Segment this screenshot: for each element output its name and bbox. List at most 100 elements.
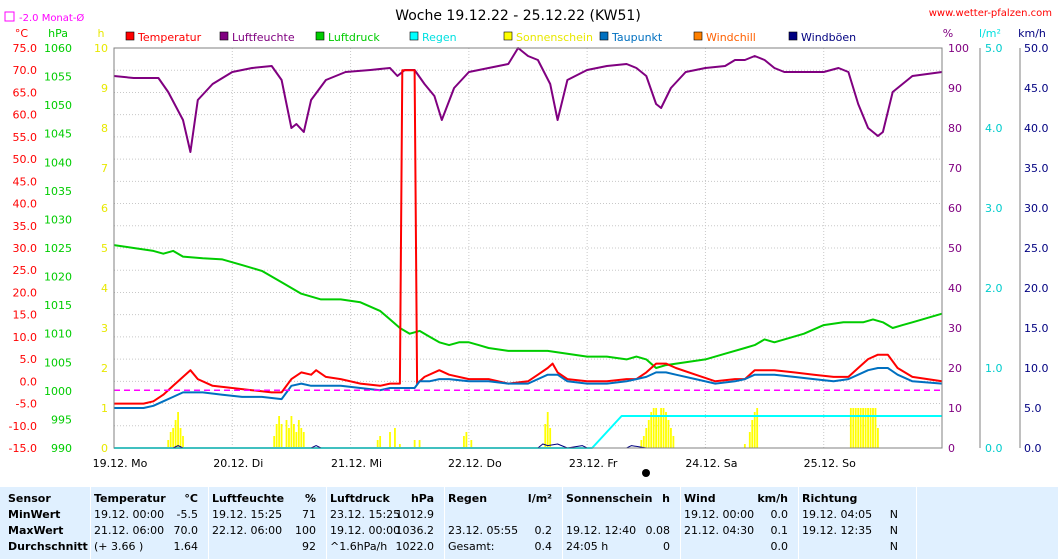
humidity-tick-1: 90: [948, 82, 962, 95]
source-link[interactable]: www.wetter-pfalzen.com: [929, 8, 1052, 19]
temp-tick-1: 70.0: [13, 64, 38, 77]
pressure-tick-14: 990: [51, 442, 72, 455]
sun-tick-2: 8: [101, 122, 108, 135]
stats-header-unit-2: %: [304, 492, 316, 505]
sunshine-bar-6: [182, 436, 184, 448]
stats-cell-value-1-6: N: [889, 524, 898, 537]
pressure-tick-5: 1035: [44, 185, 72, 198]
sunshine-bar-9: [278, 416, 281, 448]
wind-tick-7: 15.0: [1024, 322, 1049, 335]
stats-header-3: Luftdruck: [330, 492, 390, 505]
stats-divider-6: [798, 487, 799, 559]
wind-tick-1: 45.0: [1024, 82, 1049, 95]
sun-tick-0: 10: [94, 42, 108, 55]
stats-divider-5: [680, 487, 681, 559]
stats-cell-value-1-5: 0.1: [770, 524, 789, 537]
unit-rain: l/m²: [979, 27, 1001, 40]
legend-label-4: Sonnenschein: [516, 31, 593, 44]
legend: Temperatur Luftfeuchte Luftdruck Regen Sonne…: [125, 31, 856, 44]
stats-cell-value-2-3: 0.4: [534, 540, 553, 553]
stats-cell-value-0-5: 0.0: [770, 508, 789, 521]
humidity-tick-5: 50: [948, 242, 962, 255]
sunshine-bar-20: [379, 436, 382, 448]
stats-header-unit-6: km/h: [757, 492, 788, 505]
stats-cell-time-1-6: 19.12. 12:35: [802, 524, 873, 537]
month-avg-label: -2.0 Monat-Ø: [19, 12, 84, 24]
stats-cell-value-2-4: 0: [663, 540, 670, 553]
stats-cell-time-0-6: 19.12. 04:05: [802, 508, 873, 521]
sunshine-bar-50: [756, 408, 759, 448]
legend-swatch-0: [125, 31, 135, 41]
wind-tick-3: 35.0: [1024, 162, 1049, 175]
stats-divider-2: [326, 487, 327, 559]
stats-cell-time-1-3: 23.12. 05:55: [448, 524, 519, 537]
sunshine-bar-36: [650, 412, 653, 448]
sunshine-bar-21: [389, 432, 391, 448]
pressure-tick-4: 1040: [44, 156, 72, 169]
legend-swatch-3: [409, 31, 419, 41]
humidity-tick-2: 80: [948, 122, 962, 135]
pressure-tick-9: 1015: [44, 299, 72, 312]
current-time-marker: [642, 469, 650, 477]
rain-tick-1: 4.0: [985, 122, 1003, 135]
stats-cell-time-1-2: 19.12. 00:00: [330, 524, 401, 537]
humidity-tick-8: 20: [948, 362, 962, 375]
sunshine-bar-43: [667, 420, 670, 448]
sunshine-bar-47: [748, 432, 751, 448]
temp-tick-14: 5.0: [20, 353, 38, 366]
stats-cell-value-0-2: 1012.9: [395, 508, 435, 521]
stats-cell-value-1-2: 1036.2: [395, 524, 435, 537]
stats-header-6: Wind: [684, 492, 716, 505]
sunshine-bar-5: [179, 428, 182, 448]
sunshine-bar-27: [465, 432, 468, 448]
temp-tick-8: 35.0: [13, 220, 38, 233]
day-label-0: 19.12. Mo: [93, 457, 148, 470]
grid: [114, 48, 942, 448]
stats-divider-1: [208, 487, 209, 559]
humidity-tick-9: 10: [948, 402, 962, 415]
sun-tick-10: 0: [101, 442, 108, 455]
sunshine-bar-29: [544, 424, 547, 448]
stats-cell-time-2-4: 24:05 h: [566, 540, 609, 553]
stats-cell-value-2-6: N: [889, 540, 898, 553]
day-label-3: 22.12. Do: [448, 457, 502, 470]
stats-header-unit-3: hPa: [410, 492, 434, 505]
stats-header-2: Luftfeuchte: [212, 492, 285, 505]
temp-tick-18: -15.0: [9, 442, 37, 455]
wind-tick-8: 10.0: [1024, 362, 1049, 375]
humidity-tick-6: 40: [948, 282, 962, 295]
sun-tick-5: 5: [101, 242, 108, 255]
legend-swatch-1: [219, 31, 229, 41]
series-line-luftdruck: [113, 244, 943, 369]
sunshine-bar-12: [288, 428, 290, 448]
pressure-tick-3: 1045: [44, 128, 72, 141]
legend-label-6: Windchill: [706, 31, 756, 44]
temp-tick-13: 10.0: [13, 331, 38, 344]
pressure-tick-12: 1000: [44, 385, 72, 398]
sun-tick-8: 2: [101, 362, 108, 375]
sunshine-bar-54: [857, 408, 860, 448]
pressure-tick-10: 1010: [44, 328, 72, 341]
temp-tick-2: 65.0: [13, 86, 38, 99]
temp-tick-3: 60.0: [13, 109, 38, 122]
pressure-tick-11: 1005: [44, 356, 72, 369]
sun-tick-6: 4: [101, 282, 108, 295]
sunshine-bar-24: [413, 440, 416, 448]
series-line-regen: [114, 415, 942, 449]
legend-label-7: Windböen: [801, 31, 856, 44]
stats-cell-value-2-1: 92: [302, 540, 316, 553]
temp-tick-16: -5.0: [16, 398, 37, 411]
legend-label-3: Regen: [422, 31, 457, 44]
legend-swatch-4: [503, 31, 513, 41]
sunshine-bar-2: [172, 428, 175, 448]
legend-label-5: Taupunkt: [611, 31, 663, 44]
sunshine-bar-26: [463, 436, 465, 448]
humidity-tick-4: 60: [948, 202, 962, 215]
weather-chart: Woche 19.12.22 - 25.12.22 (KW51) www.wet…: [4, 8, 1052, 477]
sunshine-bar-8: [275, 424, 278, 448]
sunshine-bar-52: [852, 408, 855, 448]
month-avg-swatch: [4, 11, 15, 22]
chart-title: Woche 19.12.22 - 25.12.22 (KW51): [395, 8, 641, 24]
stats-cell-value-2-5: 0.0: [770, 540, 789, 553]
stats-row-label-0: MinWert: [8, 508, 61, 521]
